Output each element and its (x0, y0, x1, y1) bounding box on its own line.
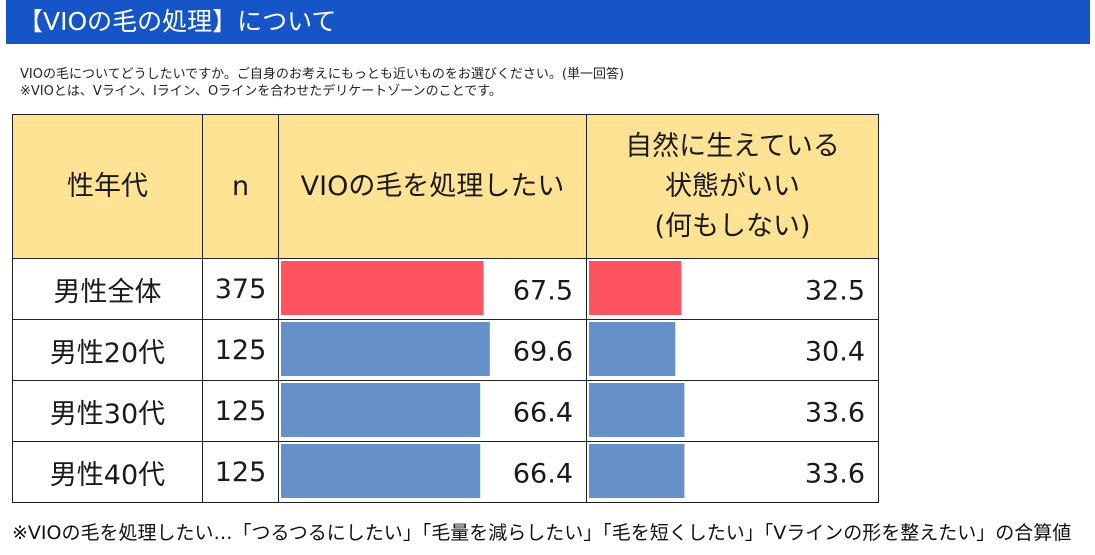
row-n: 375 (202, 258, 279, 320)
want-removal-cell: 67.5 (278, 258, 587, 320)
natural-cell: 33.6 (586, 380, 879, 442)
data-label: 69.6 (513, 337, 573, 368)
bar-chart-cell: 66.4 (281, 383, 573, 437)
want-removal-cell: 69.6 (278, 319, 587, 381)
bar (281, 322, 490, 376)
want-removal-cell: 66.4 (278, 380, 587, 442)
table-row: 男性40代 125 66.4 33.6 (12, 441, 879, 503)
bar (589, 383, 685, 437)
data-label: 66.4 (513, 459, 573, 490)
col-header-natural-line-3: (何もしない) (654, 210, 811, 242)
bar (281, 261, 484, 315)
data-label: 32.5 (805, 276, 865, 307)
question-text: VIOの毛についてどうしたいですか。ご自身のお考えにもっとも近いものをお選びくだ… (20, 66, 624, 100)
data-label: 67.5 (513, 276, 573, 307)
bar-chart-cell: 67.5 (281, 261, 573, 315)
col-header-age: 性年代 (12, 114, 203, 259)
bar (589, 444, 685, 498)
data-label: 66.4 (513, 398, 573, 429)
bar (589, 322, 676, 376)
row-label: 男性全体 (12, 258, 203, 320)
col-header-natural-line-2: 状態がいい (665, 170, 800, 202)
page-title: 【VIOの毛の処理】について (6, 0, 1090, 44)
question-line-1: VIOの毛についてどうしたいですか。ご自身のお考えにもっとも近いものをお選びくだ… (20, 67, 625, 82)
col-header-want-removal: VIOの毛を処理したい (278, 114, 587, 259)
bar-chart-cell: 32.5 (589, 261, 865, 315)
footnote: ※VIOの毛を処理したい…「つるつるにしたい」「毛量を減らしたい」「毛を短くした… (12, 522, 1072, 544)
table-row: 男性20代 125 69.6 30.4 (12, 319, 879, 381)
col-header-natural: 自然に生えている 状態がいい (何もしない) (586, 114, 879, 259)
bar (281, 383, 481, 437)
bar-chart-cell: 33.6 (589, 383, 865, 437)
bar (589, 261, 682, 315)
data-label: 30.4 (805, 337, 865, 368)
row-n: 125 (202, 441, 279, 503)
natural-cell: 33.6 (586, 441, 879, 503)
row-label: 男性30代 (12, 380, 203, 442)
table-row: 男性30代 125 66.4 33.6 (12, 380, 879, 442)
row-label: 男性20代 (12, 319, 203, 381)
bar (281, 444, 481, 498)
col-header-n: n (202, 114, 279, 259)
table-row: 男性全体 375 67.5 32.5 (12, 258, 879, 320)
header-row: 性年代 n VIOの毛を処理したい 自然に生えている 状態がいい (何もしない) (12, 114, 879, 259)
row-label: 男性40代 (12, 441, 203, 503)
row-n: 125 (202, 319, 279, 381)
bar-chart-cell: 66.4 (281, 444, 573, 498)
bar-chart-cell: 33.6 (589, 444, 865, 498)
bar-chart-cell: 30.4 (589, 322, 865, 376)
col-header-natural-line-1: 自然に生えている (625, 130, 840, 162)
question-line-2: ※VIOとは、Vライン、Iライン、Oラインを合わせたデリケートゾーンのことです。 (20, 84, 502, 99)
data-label: 33.6 (805, 459, 865, 490)
row-n: 125 (202, 380, 279, 442)
natural-cell: 32.5 (586, 258, 879, 320)
data-label: 33.6 (805, 398, 865, 429)
natural-cell: 30.4 (586, 319, 879, 381)
results-table: 性年代 n VIOの毛を処理したい 自然に生えている 状態がいい (何もしない)… (12, 114, 879, 503)
want-removal-cell: 66.4 (278, 441, 587, 503)
bar-chart-cell: 69.6 (281, 322, 573, 376)
